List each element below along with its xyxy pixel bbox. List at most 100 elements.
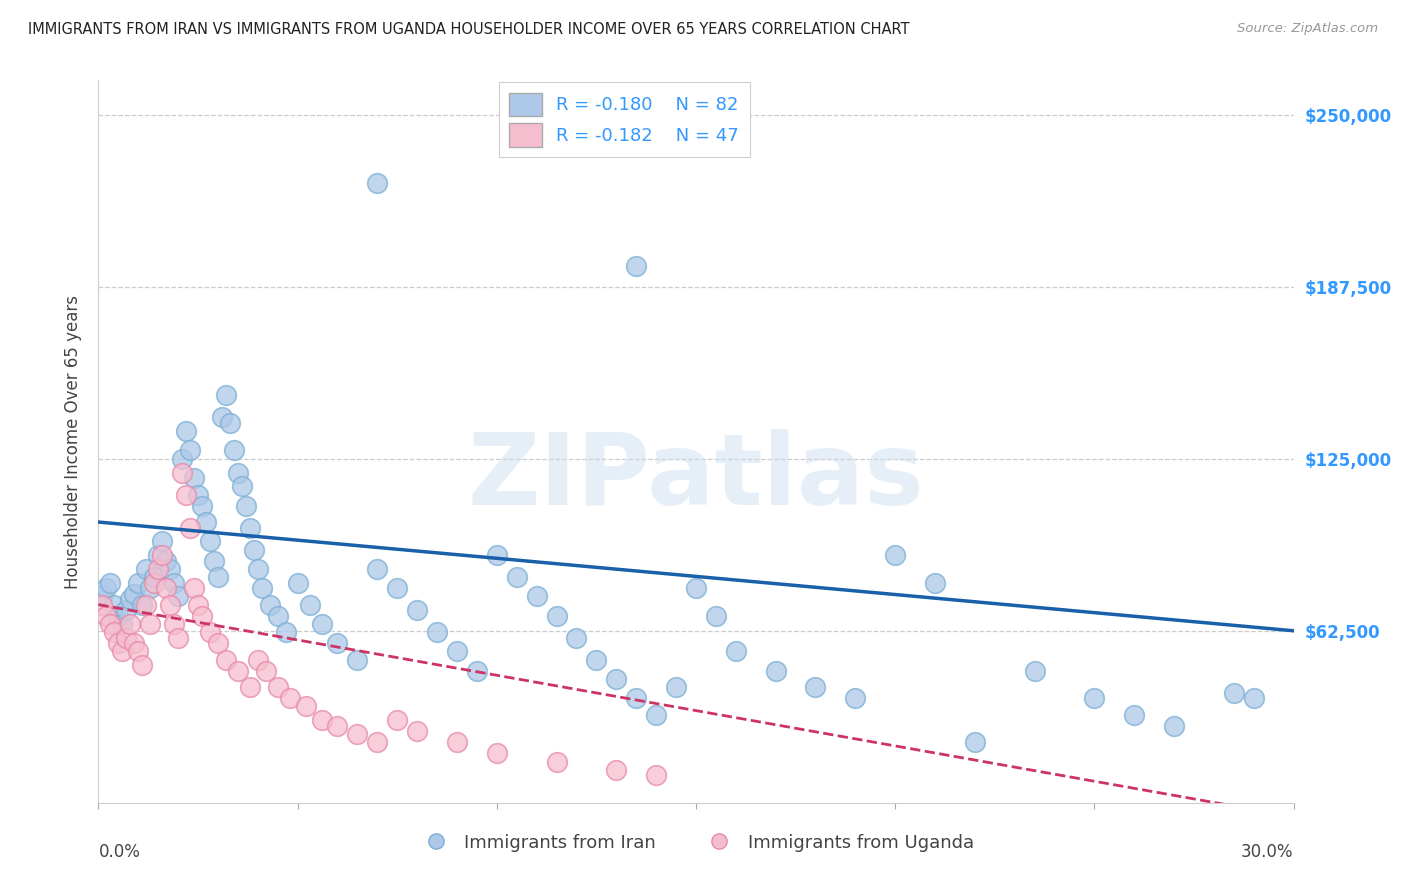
Point xyxy=(231,479,253,493)
Point xyxy=(485,548,508,562)
Point xyxy=(804,680,827,694)
Point xyxy=(254,664,277,678)
Point xyxy=(163,575,186,590)
Point xyxy=(287,575,309,590)
Point xyxy=(143,575,166,590)
Point xyxy=(724,644,747,658)
Point xyxy=(219,416,242,430)
Point xyxy=(239,520,262,534)
Point xyxy=(274,625,297,640)
Point xyxy=(120,616,142,631)
Point xyxy=(143,570,166,584)
Point xyxy=(124,636,146,650)
Point xyxy=(298,598,321,612)
Point xyxy=(127,644,149,658)
Point xyxy=(346,727,368,741)
Point xyxy=(366,177,388,191)
Point xyxy=(685,581,707,595)
Point xyxy=(645,768,668,782)
Point xyxy=(546,608,568,623)
Text: Source: ZipAtlas.com: Source: ZipAtlas.com xyxy=(1237,22,1378,36)
Point xyxy=(526,590,548,604)
Point xyxy=(385,581,409,595)
Point xyxy=(103,625,125,640)
Point xyxy=(183,471,205,485)
Point xyxy=(159,562,181,576)
Point xyxy=(346,653,368,667)
Text: 0.0%: 0.0% xyxy=(98,843,141,861)
Point xyxy=(239,680,262,694)
Point xyxy=(267,680,290,694)
Point xyxy=(159,598,181,612)
Point xyxy=(963,735,986,749)
Point xyxy=(246,653,269,667)
Point xyxy=(91,598,114,612)
Point xyxy=(211,410,233,425)
Point xyxy=(385,713,409,727)
Point xyxy=(605,672,627,686)
Point xyxy=(605,763,627,777)
Point xyxy=(626,691,648,706)
Point xyxy=(150,548,173,562)
Point xyxy=(546,755,568,769)
Point xyxy=(120,592,142,607)
Point xyxy=(267,608,290,623)
Point xyxy=(179,520,201,534)
Point xyxy=(187,598,209,612)
Point xyxy=(163,616,186,631)
Point xyxy=(765,664,787,678)
Point xyxy=(91,590,114,604)
Point xyxy=(172,451,194,466)
Point xyxy=(665,680,688,694)
Legend: Immigrants from Iran, Immigrants from Uganda: Immigrants from Iran, Immigrants from Ug… xyxy=(411,826,981,859)
Point xyxy=(187,487,209,501)
Point xyxy=(150,534,173,549)
Point xyxy=(246,562,269,576)
Point xyxy=(195,515,218,529)
Point xyxy=(198,534,221,549)
Point xyxy=(406,724,429,739)
Point xyxy=(884,548,907,562)
Point xyxy=(585,653,607,667)
Point xyxy=(98,575,122,590)
Point xyxy=(115,631,138,645)
Point xyxy=(111,616,134,631)
Point xyxy=(226,466,249,480)
Point xyxy=(1123,707,1146,722)
Point xyxy=(366,562,388,576)
Point xyxy=(366,735,388,749)
Point xyxy=(135,562,157,576)
Point xyxy=(215,653,238,667)
Point xyxy=(131,598,153,612)
Point xyxy=(1024,664,1046,678)
Point xyxy=(127,575,149,590)
Point xyxy=(139,581,162,595)
Text: ZIPatlas: ZIPatlas xyxy=(468,429,924,526)
Point xyxy=(222,443,245,458)
Point xyxy=(250,581,273,595)
Point xyxy=(235,499,257,513)
Point xyxy=(485,746,508,760)
Point xyxy=(565,631,588,645)
Point xyxy=(278,691,301,706)
Point xyxy=(191,608,214,623)
Point xyxy=(311,616,333,631)
Point xyxy=(135,598,157,612)
Point xyxy=(1163,719,1185,733)
Point xyxy=(202,553,225,567)
Point xyxy=(326,636,349,650)
Point xyxy=(446,735,468,749)
Point xyxy=(844,691,866,706)
Point xyxy=(294,699,316,714)
Point xyxy=(1243,691,1265,706)
Point xyxy=(645,707,668,722)
Point xyxy=(174,424,197,438)
Point xyxy=(148,562,170,576)
Point xyxy=(167,590,190,604)
Point xyxy=(198,625,221,640)
Point xyxy=(179,443,201,458)
Point xyxy=(124,586,146,600)
Point xyxy=(215,388,238,402)
Point xyxy=(172,466,194,480)
Point xyxy=(139,616,162,631)
